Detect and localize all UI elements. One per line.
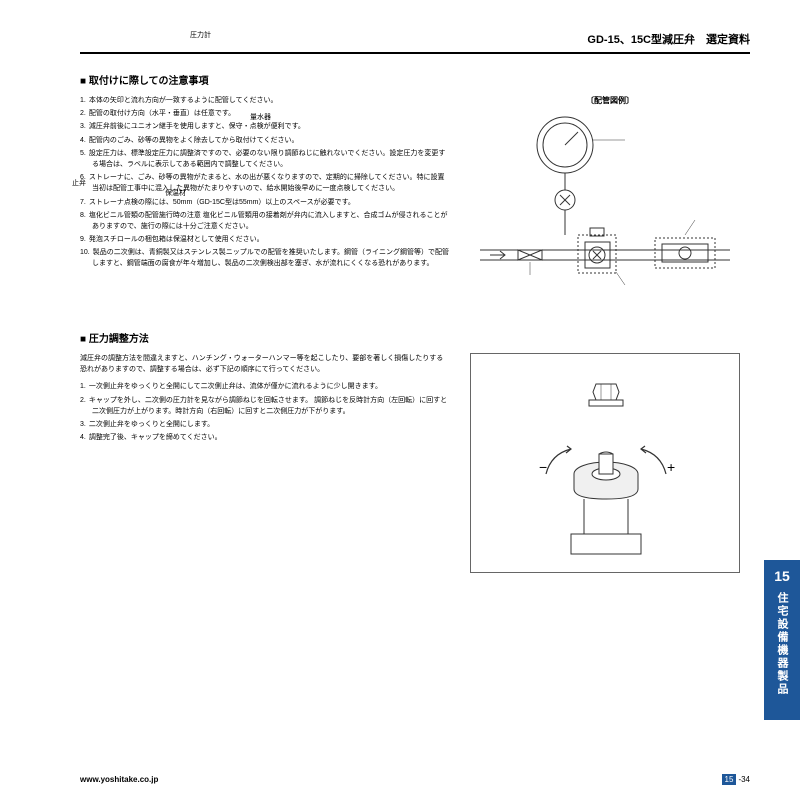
page-footer: www.yoshitake.co.jp 15-34 [80, 775, 750, 784]
list-item: 製品の二次側は、青銅製又はステンレス製ニップルでの配管を推奨いたします。鋼管（ラ… [80, 247, 450, 269]
list-item: ストレーナに、ごみ、砂等の異物がたまると、水の出が悪くなりますので、定期的に掃除… [80, 172, 450, 194]
piping-diagram: 〔配管図例〕 [470, 95, 750, 310]
list-item: 塩化ビニル管類の配管施行時の注意 塩化ビニル管類用の接着剤が弁内に流入しますと、… [80, 210, 450, 232]
list-item: ストレーナ点検の際には、50mm（GD-15C型は55mm）以上のスペースが必要… [80, 197, 450, 208]
list-item: キャップを外し、二次側の圧力計を見ながら調節ねじを回転させます。 調節ねじを反時… [80, 395, 450, 417]
section2-text: 減圧弁の調整方法を間違えますと、ハンチング・ウォーターハンマー等を起こしたり、要… [80, 353, 450, 573]
section1-heading: ■ 取付けに際しての注意事項 [80, 72, 750, 87]
list-item: 設定圧力は、標準設定圧力に調整済ですので、必要のない限り調節ねじに触れないでくだ… [80, 148, 450, 170]
header-title: GD-15、15C型減圧弁 選定資料 [587, 34, 750, 46]
list-item: 二次側止弁をゆっくりと全開にします。 [80, 419, 450, 430]
list-item: 一次側止弁をゆっくりと全開にして二次側止弁は、流体が僅かに流れるように少し開きま… [80, 381, 450, 392]
footer-url: www.yoshitake.co.jp [80, 775, 158, 784]
list-item: 減圧弁前後にユニオン継手を使用しますと、保守・点検が便利です。 [80, 121, 450, 132]
label-pressure-gauge: 圧力計 [190, 30, 211, 40]
page-suffix: -34 [738, 775, 750, 784]
sidebar-tab: 15 住宅設備機器製品 [764, 560, 800, 720]
list-item: 配管内のごみ、砂等の異物をよく除去してから取付けてください。 [80, 135, 450, 146]
piping-diagram-svg [470, 110, 740, 310]
section2-heading: ■ 圧力調整方法 [80, 330, 750, 345]
page-header: GD-15、15C型減圧弁 選定資料 [80, 30, 750, 54]
label-water-meter: 量水器 [250, 112, 271, 122]
sidebar-number: 15 [774, 568, 790, 584]
diagram-title: 〔配管図例〕 [470, 95, 750, 106]
list-item: 発泡スチロールの梱包箱は保温材として使用ください。 [80, 234, 450, 245]
sidebar-text: 住宅設備機器製品 [774, 592, 790, 696]
list-item: 本体の矢印と流れ方向が一致するように配管してください。 [80, 95, 450, 106]
section-installation: ■ 取付けに際しての注意事項 本体の矢印と流れ方向が一致するように配管してくださ… [80, 72, 750, 310]
section-adjustment: ■ 圧力調整方法 減圧弁の調整方法を間違えますと、ハンチング・ウォーターハンマー… [80, 330, 750, 573]
adjustment-diagram-svg: − + [471, 354, 739, 572]
section1-text: 本体の矢印と流れ方向が一致するように配管してください。 配管の取付け方向（水平・… [80, 95, 450, 310]
label-insulation: 保温材 [165, 188, 186, 198]
adjustment-diagram: − + [470, 353, 750, 573]
section2-intro: 減圧弁の調整方法を間違えますと、ハンチング・ウォーターハンマー等を起こしたり、要… [80, 353, 450, 375]
page-number: 15-34 [722, 775, 750, 784]
plus-sign: + [667, 459, 675, 475]
minus-sign: − [539, 459, 547, 475]
label-stop-valve: 止弁 [72, 178, 86, 188]
section2-list: 一次側止弁をゆっくりと全開にして二次側止弁は、流体が僅かに流れるように少し開きま… [80, 381, 450, 443]
list-item: 調整完了後、キャップを締めてください。 [80, 432, 450, 443]
chapter-number: 15 [722, 774, 737, 785]
